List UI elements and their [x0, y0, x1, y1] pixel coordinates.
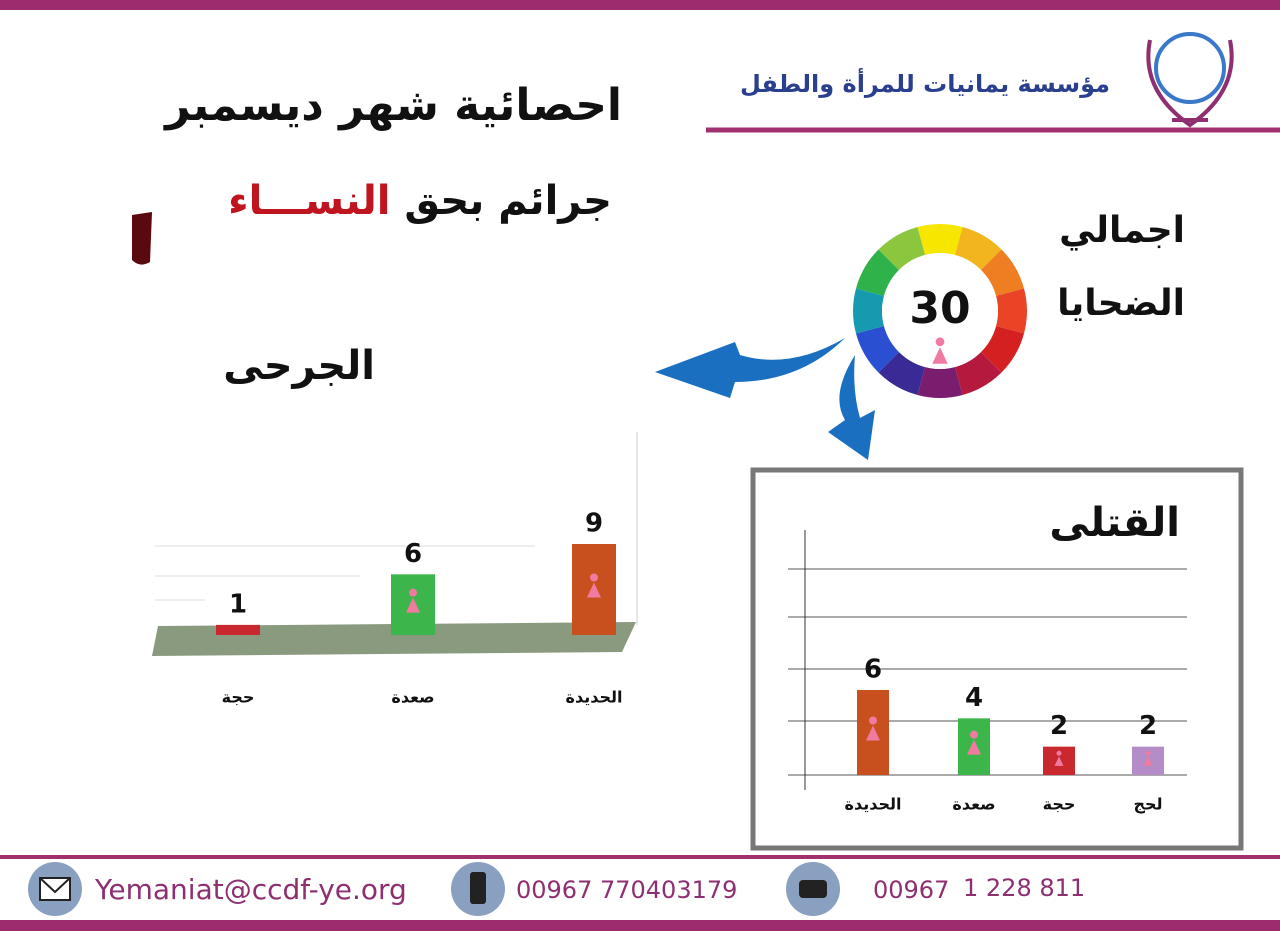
subtitle-part: جرائم بحق: [404, 178, 612, 224]
total-label: اجمالي: [1059, 210, 1185, 251]
figure-icon: [970, 730, 978, 739]
ring-segment: [878, 352, 925, 395]
category-label: لحج: [1133, 795, 1162, 814]
total-value: 30: [909, 283, 970, 334]
data-label: 6: [864, 655, 882, 685]
arrow: [828, 355, 875, 460]
data-label: 2: [1139, 711, 1157, 741]
ring-segment: [981, 249, 1024, 296]
total-label: الضحايا: [1057, 283, 1185, 324]
ring: [853, 224, 1027, 398]
category-label: الحديدة: [845, 795, 902, 814]
figure-icon: [866, 725, 880, 741]
figure-icon: [967, 739, 981, 755]
ring-segment: [856, 249, 899, 296]
figure-icon: [932, 347, 948, 364]
ring-segment: [955, 352, 1002, 395]
chart-title: الجرحى: [223, 343, 375, 389]
ring-segment: [955, 227, 1002, 270]
category-label: الحديدة: [566, 688, 623, 707]
title: احصائية شهر ديسمبر: [163, 80, 622, 131]
figure-icon: [406, 597, 420, 613]
ring-segment: [981, 326, 1024, 373]
phone-number: 1 228 811: [963, 874, 1085, 902]
ring-segment: [853, 288, 884, 334]
category-label: حجة: [222, 688, 255, 707]
figure-icon: [587, 582, 601, 598]
subtitle-highlight: النســـاء: [228, 178, 390, 224]
figure-icon: [1054, 756, 1064, 766]
organization: مؤسسة يمانيات للمرأة والطفل: [740, 68, 1110, 98]
blood-drip: [132, 212, 152, 265]
data-label: 9: [585, 509, 603, 539]
ring-segment: [917, 367, 963, 398]
figure-icon: [1143, 756, 1153, 766]
arrow: [655, 338, 845, 398]
category-label: صعدة: [391, 688, 434, 707]
subtitle: جرائم بحق النســـاء: [228, 178, 612, 224]
data-label: 2: [1050, 711, 1068, 741]
mobile-shape: [470, 872, 486, 904]
ring-segment: [856, 326, 899, 373]
phone-shape: [799, 880, 827, 898]
chart-frame: [750, 467, 1244, 851]
bottom-bar: [0, 920, 1280, 931]
figure-icon: [409, 588, 417, 597]
envelope-flap: [39, 877, 71, 894]
mobile: 00967 770403179: [516, 876, 737, 904]
figure-icon: [590, 573, 598, 582]
data-label: 6: [404, 539, 422, 569]
logo: [1146, 32, 1234, 128]
ring-center: [882, 253, 998, 369]
ring-segment: [996, 288, 1027, 334]
email: Yemaniat@ccdf-ye.org: [94, 873, 407, 906]
chart-title: القتلى: [1049, 500, 1180, 546]
bar: [216, 624, 260, 635]
figure-icon: [1056, 750, 1062, 756]
phone-code: 00967: [873, 876, 949, 904]
chart-floor: [152, 622, 636, 656]
figure-icon: [935, 337, 945, 347]
figure-icon: [1145, 750, 1151, 756]
envelope: [39, 877, 71, 901]
ring-segment: [917, 224, 963, 255]
top-bar: [0, 0, 1280, 10]
ring-segment: [878, 227, 925, 270]
figure-icon: [869, 716, 877, 725]
data-label: 1: [229, 589, 247, 619]
category-label: حجة: [1043, 795, 1076, 814]
data-label: 4: [965, 683, 983, 713]
category-label: صعدة: [952, 795, 995, 814]
